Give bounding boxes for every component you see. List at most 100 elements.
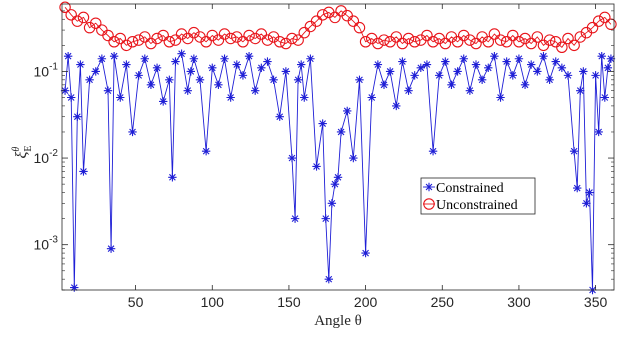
data-point-constrained xyxy=(508,71,517,80)
data-point-unconstrained xyxy=(200,36,212,48)
data-point-constrained xyxy=(539,51,548,61)
data-point-unconstrained xyxy=(402,32,415,45)
data-point-unconstrained xyxy=(286,32,298,45)
data-point-unconstrained xyxy=(378,34,390,46)
data-point-unconstrained xyxy=(513,36,525,48)
data-point-constrained xyxy=(76,60,85,69)
data-point-constrained xyxy=(582,199,591,208)
data-point-constrained xyxy=(392,101,401,111)
data-point-constrained xyxy=(435,71,444,80)
y-tick-label: 10-2 xyxy=(34,148,59,166)
y-axis: 10-1 10-2 10-3 xyxy=(34,10,614,291)
legend-label-constrained: Constrained xyxy=(436,181,504,196)
data-point-unconstrained xyxy=(347,15,360,27)
data-point-constrained xyxy=(70,283,79,292)
data-point-constrained xyxy=(293,75,303,85)
data-point-unconstrained xyxy=(249,32,261,45)
x-tick-label: 200 xyxy=(354,294,378,310)
data-point-constrained xyxy=(91,67,100,76)
data-point-unconstrained xyxy=(599,11,611,24)
data-point-constrained xyxy=(527,60,536,69)
legend-symbol-constrained xyxy=(424,182,434,192)
data-point-unconstrained xyxy=(298,26,311,39)
data-point-unconstrained xyxy=(175,28,188,40)
data-point-constrained xyxy=(263,57,272,66)
data-point-unconstrained xyxy=(212,34,225,46)
svg-text:ξθE: ξθE xyxy=(11,146,34,159)
data-point-constrained xyxy=(453,67,462,76)
data-point-constrained xyxy=(459,54,468,63)
data-point-constrained xyxy=(140,54,149,63)
data-point-constrained xyxy=(275,112,284,121)
data-point-constrained xyxy=(195,75,205,85)
data-point-unconstrained xyxy=(353,21,366,34)
data-point-unconstrained xyxy=(59,1,71,14)
data-point-constrained xyxy=(573,183,582,193)
x-tick-label: 100 xyxy=(201,294,225,310)
data-point-unconstrained xyxy=(451,36,464,48)
data-point-constrained xyxy=(502,57,511,66)
data-point-constrained xyxy=(152,63,162,73)
data-point-unconstrained xyxy=(126,36,139,48)
data-point-constrained xyxy=(428,146,438,156)
series-unconstrained xyxy=(59,1,617,54)
data-point-constrained xyxy=(422,60,432,69)
data-point-constrained xyxy=(600,93,609,102)
data-point-constrained xyxy=(244,51,254,61)
data-point-unconstrained xyxy=(163,36,176,48)
data-point-unconstrained xyxy=(556,41,568,54)
legend-symbol-unconstrained xyxy=(423,198,435,210)
data-point-constrained xyxy=(257,63,266,73)
x-tick-label: 350 xyxy=(584,294,608,310)
y-tick-label: 10-1 xyxy=(34,61,59,79)
data-point-constrained xyxy=(327,199,337,208)
data-point-unconstrained xyxy=(102,29,114,42)
data-point-constrained xyxy=(591,71,600,80)
data-point-unconstrained xyxy=(500,36,513,48)
data-point-constrained xyxy=(67,93,76,102)
data-point-constrained xyxy=(361,248,370,258)
data-point-unconstrained xyxy=(562,32,574,45)
data-point-constrained xyxy=(597,51,606,61)
data-point-constrained xyxy=(97,54,107,63)
data-point-unconstrained xyxy=(132,34,145,46)
data-point-constrained xyxy=(579,67,588,76)
data-point-unconstrained xyxy=(482,36,495,48)
data-point-constrained xyxy=(533,67,542,76)
data-point-unconstrained xyxy=(224,32,237,45)
data-point-constrained xyxy=(238,71,248,80)
data-point-constrained xyxy=(103,86,113,95)
data-point-constrained xyxy=(569,146,579,156)
data-point-constrained xyxy=(165,75,174,85)
data-point-constrained xyxy=(281,67,291,76)
plot-area xyxy=(62,4,614,290)
legend-marker-unconstrained xyxy=(423,198,435,210)
data-point-unconstrained xyxy=(421,29,433,42)
data-point-constrained xyxy=(159,97,168,106)
data-point-constrained xyxy=(226,93,235,102)
data-point-unconstrained xyxy=(292,34,304,46)
data-point-unconstrained xyxy=(605,18,617,31)
x-axis: 50 100 150 200 250 300 350 xyxy=(128,4,608,310)
data-point-unconstrained xyxy=(218,28,231,40)
data-point-constrained xyxy=(373,60,383,69)
data-point-constrained xyxy=(79,167,88,176)
data-point-unconstrained xyxy=(237,36,249,48)
series-line-unconstrained xyxy=(64,7,612,48)
legend: Constrained Unconstrained xyxy=(420,177,536,215)
data-point-constrained xyxy=(232,60,241,69)
data-point-constrained xyxy=(134,71,143,80)
x-tick-label: 50 xyxy=(128,294,144,310)
data-point-unconstrained xyxy=(494,34,507,46)
data-point-unconstrained xyxy=(255,28,268,40)
data-point-constrained xyxy=(251,86,260,95)
data-point-constrained xyxy=(146,80,156,90)
data-point-unconstrained xyxy=(390,31,403,43)
data-point-constrained xyxy=(603,63,613,73)
data-point-constrained xyxy=(85,75,94,85)
data-point-constrained xyxy=(171,57,180,66)
data-point-constrained xyxy=(355,75,364,85)
data-point-constrained xyxy=(189,54,199,63)
data-point-constrained xyxy=(183,86,192,95)
data-point-unconstrained xyxy=(169,34,182,46)
